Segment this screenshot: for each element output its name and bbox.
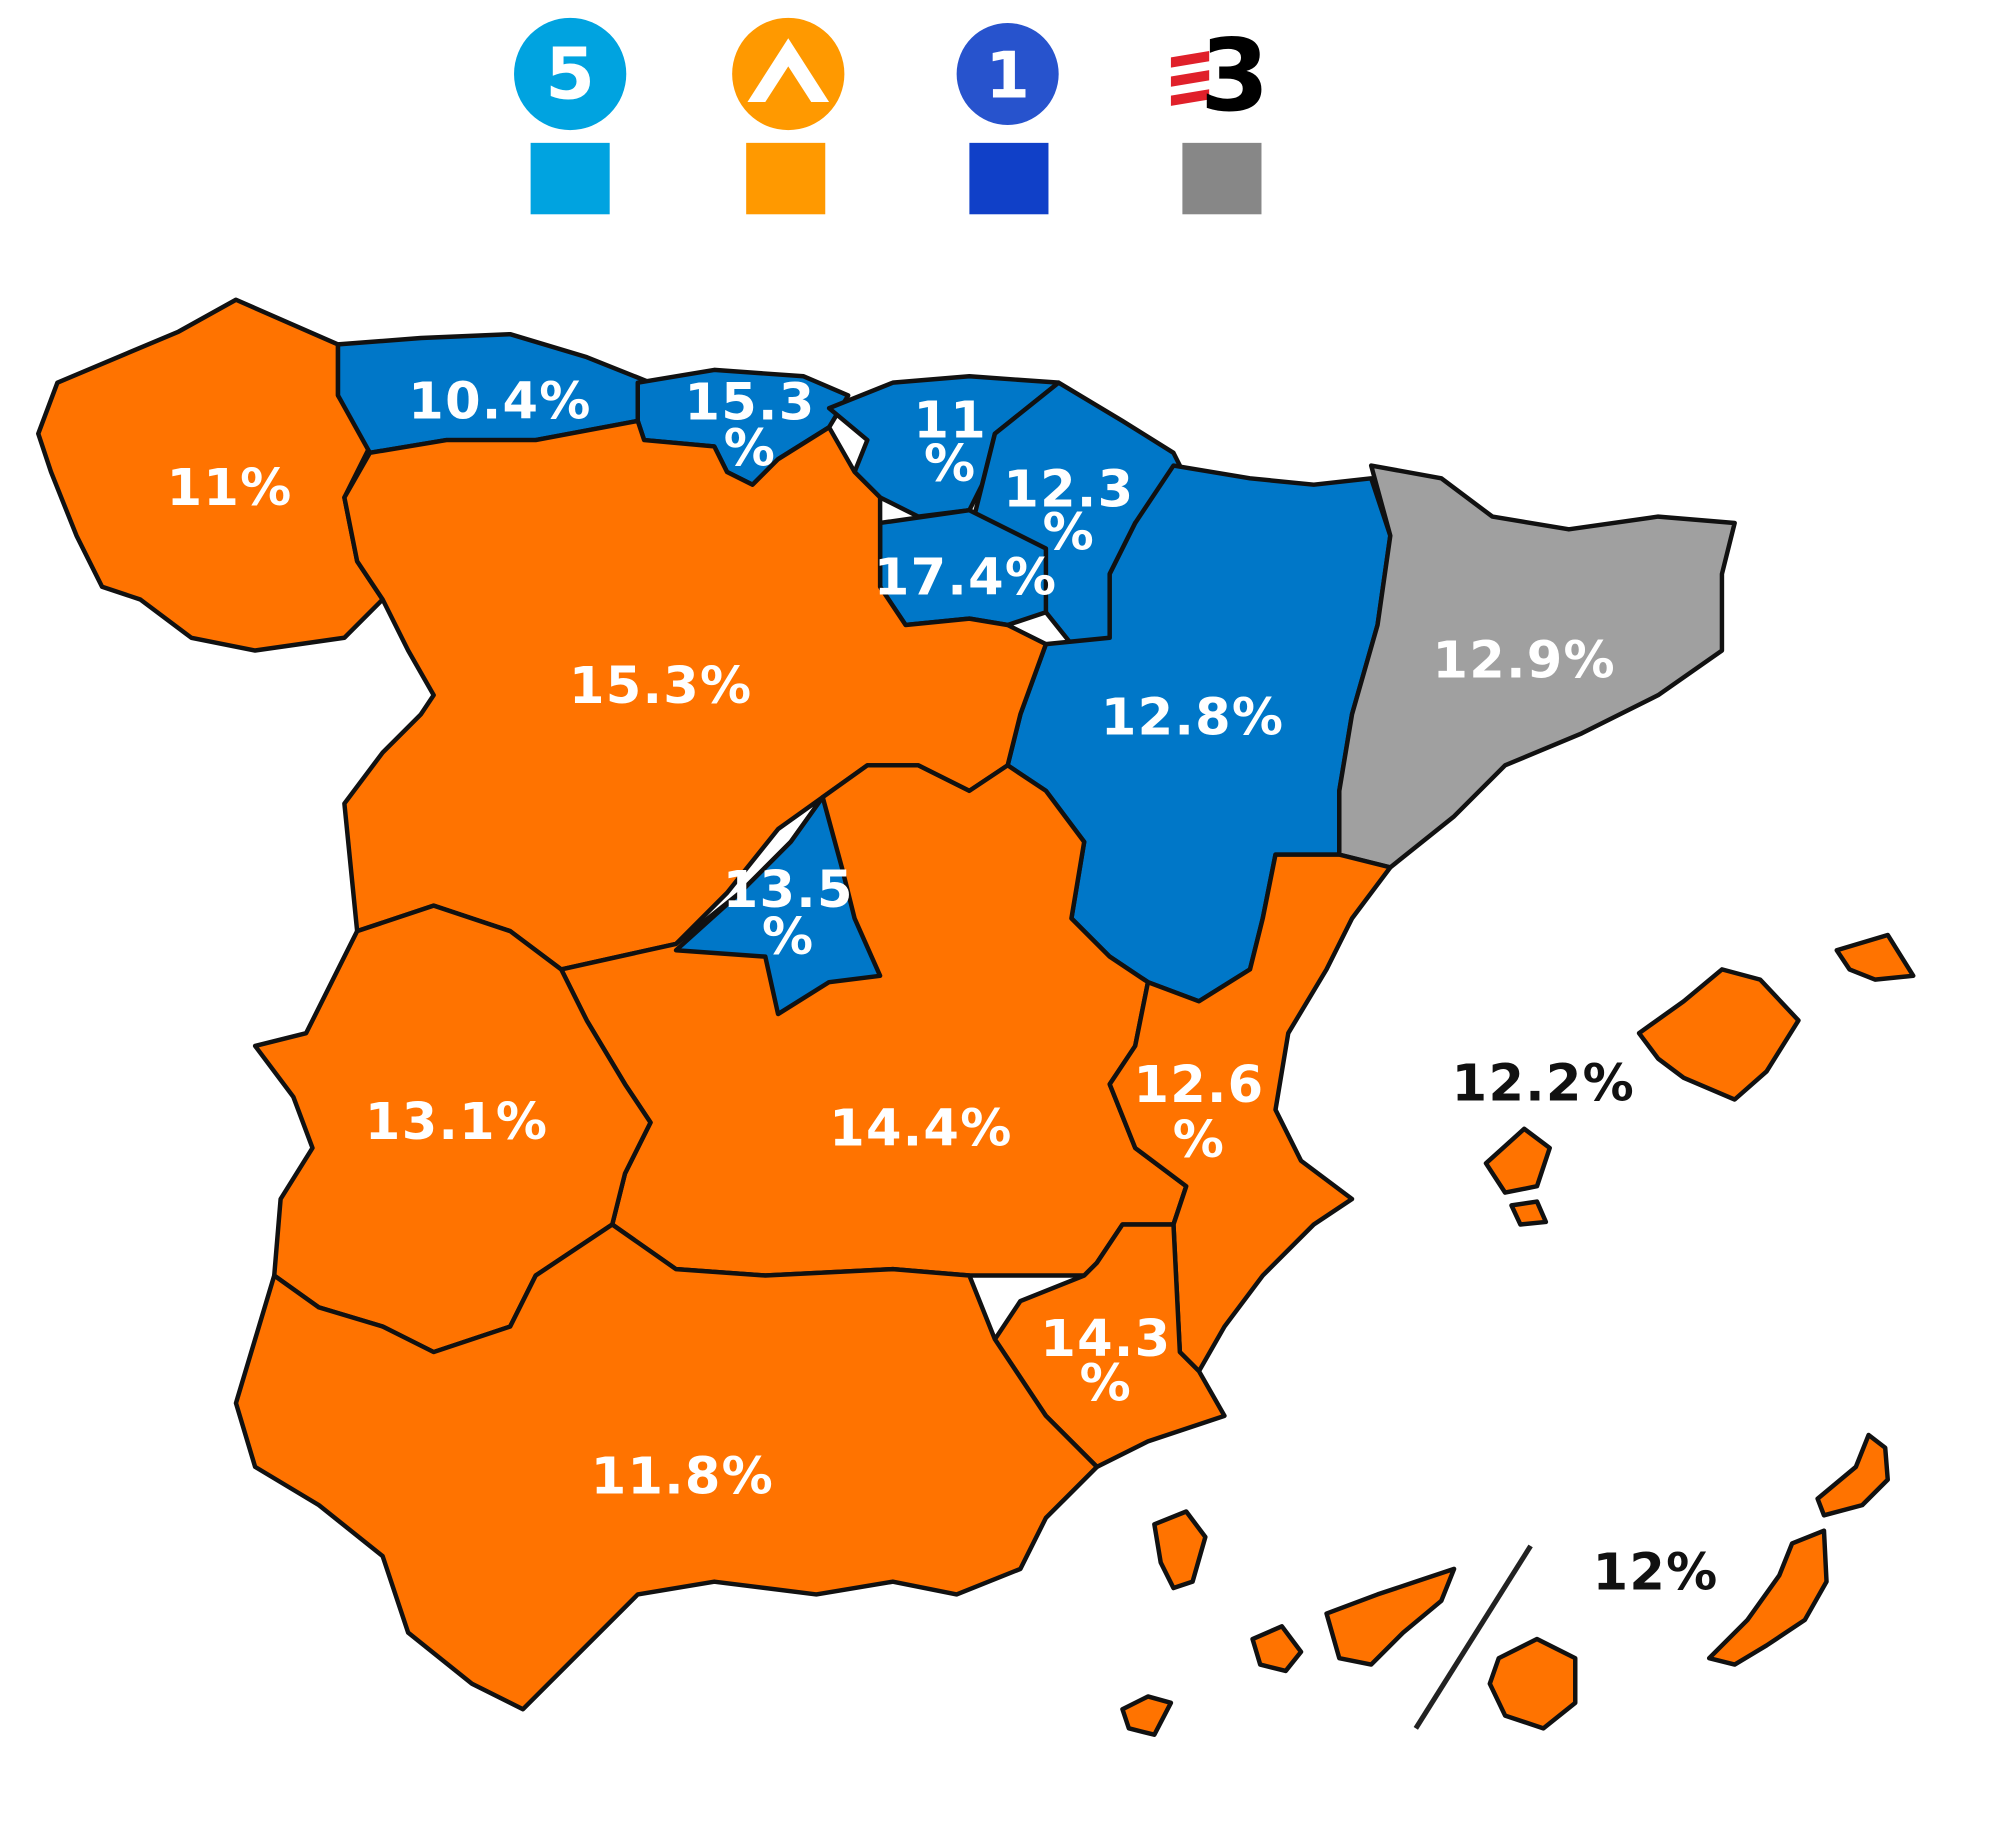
region	[1487, 1636, 1578, 1731]
region-label: 12.8%	[1101, 689, 1284, 748]
region-label: %	[1173, 1111, 1225, 1170]
region-label: 10.4%	[408, 372, 591, 431]
region-label: %	[1080, 1355, 1132, 1414]
region-label: 14.4%	[829, 1099, 1012, 1158]
region-label: 15.3	[685, 374, 816, 433]
region	[1120, 1694, 1174, 1737]
legend-logo	[514, 17, 627, 131]
legend-logo-text: 1	[985, 40, 1029, 114]
legend-swatch	[746, 142, 826, 215]
region-label: %	[724, 420, 776, 479]
legend-swatch	[1182, 142, 1262, 215]
region	[1815, 1432, 1890, 1518]
region	[1337, 463, 1737, 870]
legend: 5 1 3	[514, 17, 1269, 215]
legend-logo: 3	[1170, 19, 1269, 134]
canaries-divider	[1413, 1544, 1533, 1730]
region-label: %	[1043, 504, 1095, 563]
legend-logo-text: 5	[545, 32, 595, 115]
region	[1636, 967, 1801, 1102]
region-label: 14.3	[1040, 1310, 1171, 1369]
labels: 11% 10.4% 15.3 % 11 % 12.3 % 17.4% 12.8%…	[167, 372, 1719, 1602]
legend-logo	[732, 17, 845, 131]
region	[826, 374, 1061, 519]
region-label: 17.4%	[874, 548, 1057, 607]
region-label: 12%	[1593, 1543, 1719, 1602]
region-label: %	[762, 908, 814, 967]
region	[1152, 1509, 1208, 1591]
region	[673, 794, 883, 1017]
regions	[36, 297, 1916, 1737]
region-label: 11	[913, 391, 987, 450]
logo-shape	[747, 38, 830, 103]
region-label: 12.9%	[1433, 631, 1616, 690]
logo-stripes	[1170, 51, 1210, 106]
region-label: 12.6	[1133, 1056, 1264, 1115]
region-label: 12.3	[1003, 460, 1134, 519]
region	[1706, 1528, 1829, 1667]
region	[233, 1222, 1100, 1712]
legend-logo	[956, 22, 1059, 126]
legend-swatch	[969, 142, 1049, 215]
region	[1107, 852, 1393, 1374]
legend-swatch	[530, 142, 610, 215]
region	[1834, 932, 1916, 982]
region-label: 13.1%	[365, 1093, 548, 1152]
region-label: 13.5	[723, 861, 854, 920]
region-label: 15.3%	[569, 657, 752, 716]
region	[1250, 1624, 1304, 1674]
region-label: 12.2%	[1452, 1055, 1635, 1114]
region	[1324, 1566, 1457, 1667]
region-label: %	[924, 435, 976, 494]
region	[1509, 1199, 1549, 1227]
region-label: 11%	[167, 459, 293, 518]
legend-logo-text: 3	[1200, 19, 1269, 134]
legend-logo-circle	[732, 17, 845, 131]
region-label: 11.8%	[591, 1448, 774, 1507]
region	[1483, 1126, 1552, 1195]
